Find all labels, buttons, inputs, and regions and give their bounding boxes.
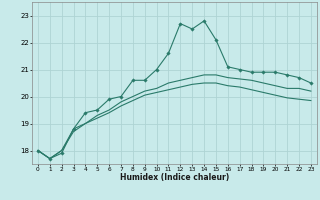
X-axis label: Humidex (Indice chaleur): Humidex (Indice chaleur) xyxy=(120,173,229,182)
